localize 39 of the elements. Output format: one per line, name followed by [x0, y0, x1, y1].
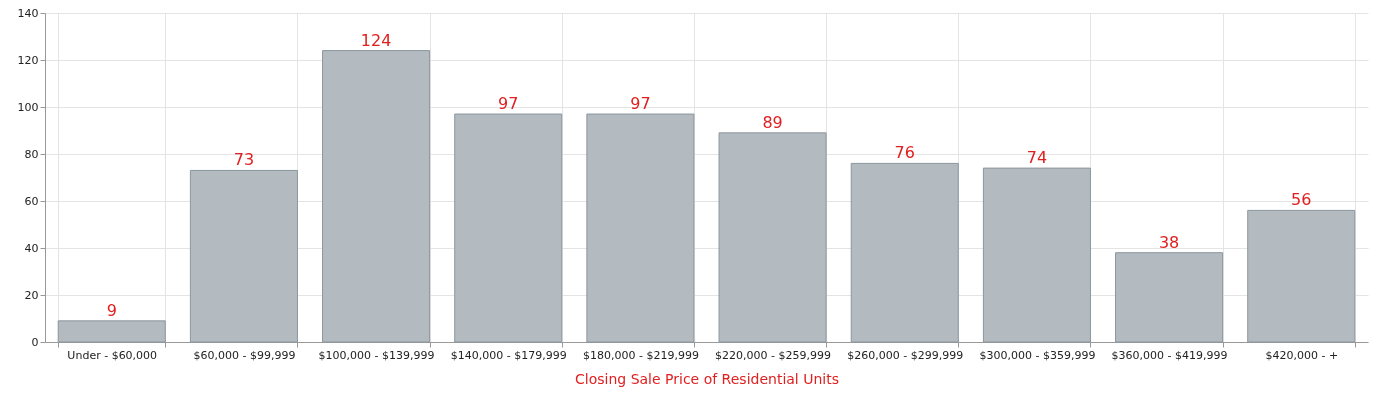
data-label: 74 — [1026, 148, 1048, 168]
bar — [57, 320, 166, 343]
y-tick-label: 140 — [17, 6, 39, 20]
data-label: 56 — [1291, 190, 1312, 210]
x-tick-label: $180,000 - $219,999 — [582, 348, 699, 362]
bar — [1247, 209, 1356, 343]
y-tick-label: 20 — [24, 288, 39, 302]
bar — [586, 113, 695, 343]
x-tick-label: $100,000 - $139,999 — [318, 348, 435, 362]
bar — [1115, 252, 1224, 343]
data-label: 38 — [1158, 232, 1180, 252]
bar — [189, 169, 298, 343]
bar — [454, 113, 563, 343]
x-tick-label: $420,000 - + — [1265, 348, 1339, 362]
x-tick-label: $300,000 - $359,999 — [979, 348, 1096, 362]
data-label: 97 — [630, 94, 651, 114]
x-tick-label: $220,000 - $259,999 — [715, 348, 832, 362]
x-tick-label: $360,000 - $419,999 — [1111, 348, 1228, 362]
data-label: 124 — [360, 30, 392, 50]
data-label: 73 — [233, 150, 255, 170]
x-tick-label: Under - $60,000 — [67, 348, 158, 362]
y-tick-label: 0 — [31, 335, 39, 349]
bar — [718, 132, 827, 343]
x-axis-title: Closing Sale Price of Residential Units — [575, 370, 839, 387]
data-label: 76 — [894, 143, 915, 163]
x-tick-label: $140,000 - $179,999 — [450, 348, 567, 362]
data-label: 9 — [106, 300, 117, 320]
bar — [850, 162, 959, 343]
bar — [982, 167, 1091, 343]
x-tick-label: $60,000 - $99,999 — [193, 348, 296, 362]
y-tick-label: 120 — [17, 53, 39, 67]
y-tick-label: 60 — [24, 194, 39, 208]
x-tick-label: $260,000 - $299,999 — [847, 348, 964, 362]
y-tick-label: 80 — [24, 147, 39, 161]
data-label: 97 — [498, 94, 519, 114]
data-label: 89 — [762, 112, 783, 132]
bar — [322, 50, 431, 343]
y-tick-label: 40 — [24, 241, 39, 255]
y-tick-label: 100 — [17, 100, 39, 114]
